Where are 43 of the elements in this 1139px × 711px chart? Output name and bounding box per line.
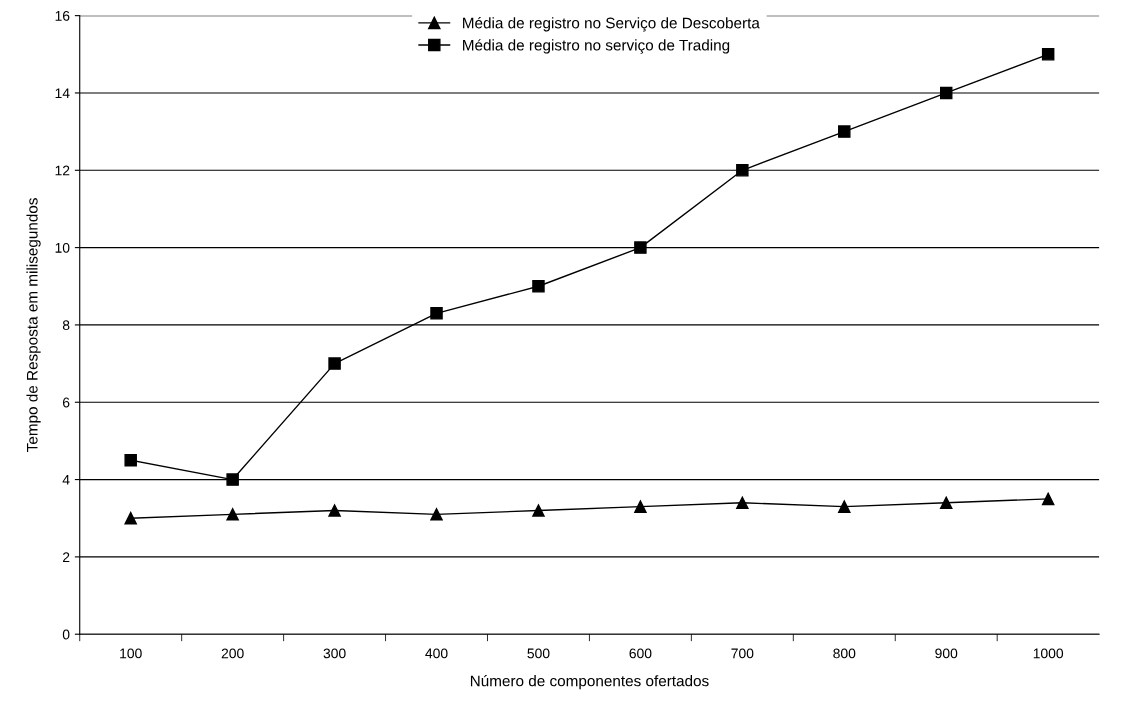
y-tick-label: 16 (55, 10, 70, 21)
y-tick-label: 8 (62, 320, 70, 331)
point (124, 511, 137, 525)
point (532, 504, 545, 517)
point (532, 280, 545, 293)
point (226, 508, 239, 521)
x-tick-label: 600 (629, 648, 652, 659)
y-tick-label: 2 (62, 552, 70, 562)
point (838, 500, 851, 513)
legend-label: Média de registro no Serviço de Descoberta (463, 17, 760, 32)
point (328, 357, 341, 370)
point (939, 86, 953, 100)
y-tick-label: 6 (62, 397, 70, 408)
y-axis-title: Tempo de Resposta em milisegundos (26, 198, 41, 452)
point (736, 164, 749, 177)
x-tick-label: 100 (120, 648, 142, 659)
x-tick-label: 700 (731, 648, 754, 659)
point (328, 504, 341, 517)
x-tick-label: 900 (935, 648, 958, 659)
point (124, 453, 137, 467)
y-tick-label: 14 (55, 88, 70, 98)
x-tick-label: 1000 (1033, 648, 1064, 659)
point (634, 500, 647, 513)
x-tick-label: 400 (425, 648, 448, 659)
point (634, 241, 647, 254)
point (838, 125, 851, 138)
point (226, 473, 239, 486)
x-tick-label: 300 (323, 648, 346, 659)
y-tick-label: 10 (55, 242, 70, 253)
point (1041, 48, 1055, 61)
legend-label: Média de registro no serviço de Trading (463, 39, 730, 54)
y-tick-label: 0 (62, 629, 70, 640)
x-tick-label: 800 (833, 648, 856, 659)
point (736, 496, 749, 510)
x-tick-label: 200 (221, 648, 244, 659)
point (1041, 492, 1055, 506)
y-tick-label: 4 (62, 475, 70, 485)
point (430, 508, 443, 521)
point (430, 307, 443, 320)
point (939, 496, 953, 510)
y-tick-label: 12 (55, 165, 70, 176)
x-tick-label: 500 (527, 648, 550, 659)
x-axis-title: Número de componentes ofertados (470, 674, 709, 690)
